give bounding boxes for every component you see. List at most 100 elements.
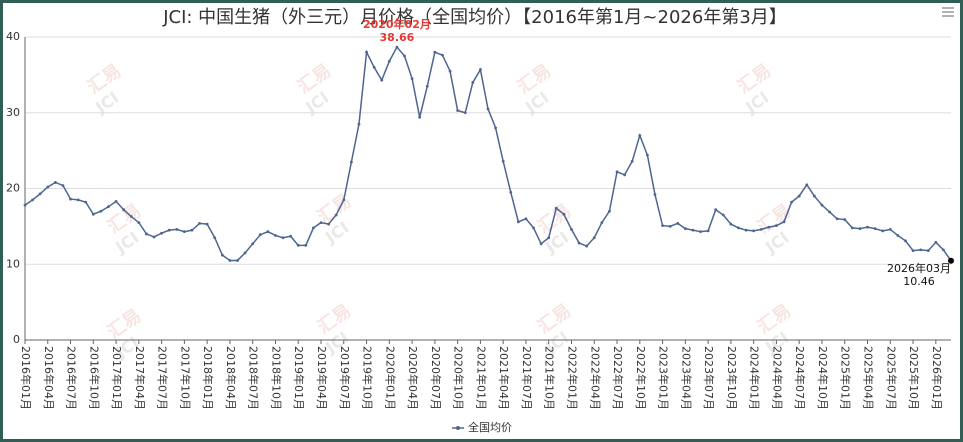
y-tick-label: 20: [6, 182, 20, 195]
point: [539, 242, 543, 246]
point: [744, 228, 748, 232]
point: [425, 84, 429, 88]
x-tick-label: 2022年10月: [634, 346, 648, 410]
x-tick-label: 2023年10月: [725, 346, 739, 410]
x-tick-label: 2016年01月: [19, 346, 33, 410]
point: [76, 198, 80, 202]
x-tick-label: 2019年07月: [338, 346, 352, 410]
point: [486, 107, 490, 111]
point: [843, 218, 847, 221]
point: [509, 190, 513, 194]
point: [873, 227, 877, 231]
point: [395, 45, 399, 49]
x-tick-label: 2021年07月: [520, 346, 534, 410]
point: [835, 217, 839, 221]
point: [418, 115, 422, 119]
point: [790, 200, 794, 204]
annotation-date: 2020年02月: [363, 17, 431, 31]
x-tick-label: 2021年10月: [543, 346, 557, 410]
point: [349, 160, 353, 164]
point: [615, 170, 619, 174]
point: [532, 226, 535, 230]
point: [797, 194, 801, 198]
point: [281, 236, 285, 240]
point: [934, 240, 938, 244]
point: [699, 230, 702, 234]
x-tick-label: 2023年01月: [657, 346, 671, 410]
x-tick-label: 2022年01月: [565, 346, 579, 410]
point: [319, 221, 323, 224]
point: [53, 181, 57, 184]
point: [198, 221, 201, 225]
value-label: 10.46: [903, 275, 935, 288]
x-tick-label: 2022年07月: [611, 346, 625, 410]
point: [820, 203, 824, 207]
menu-icon[interactable]: [942, 7, 954, 17]
point: [456, 109, 460, 112]
point: [585, 244, 589, 248]
x-tick-label: 2017年07月: [156, 346, 170, 410]
point: [911, 249, 915, 253]
x-tick-label: 2016年04月: [42, 346, 56, 410]
point: [926, 249, 930, 253]
point: [737, 226, 740, 230]
x-tick-label: 2018年04月: [224, 346, 238, 410]
point: [623, 173, 627, 177]
point: [866, 225, 869, 229]
point: [228, 259, 232, 262]
x-tick-label: 2018年07月: [247, 346, 261, 410]
point: [129, 215, 133, 218]
point: [334, 213, 338, 217]
point: [562, 212, 566, 216]
x-tick-label: 2025年01月: [839, 346, 853, 410]
point: [577, 241, 581, 245]
point: [69, 197, 72, 201]
point: [881, 229, 885, 233]
point: [23, 203, 27, 207]
y-tick-label: 40: [6, 30, 20, 43]
point: [304, 243, 308, 247]
point: [463, 111, 467, 115]
point: [592, 236, 596, 240]
point: [919, 248, 923, 252]
value-label: 38.66: [380, 31, 415, 44]
x-tick-label: 2019年01月: [292, 346, 306, 410]
point: [600, 221, 604, 224]
x-tick-label: 2025年04月: [862, 346, 876, 410]
point: [236, 259, 239, 262]
point: [372, 65, 376, 69]
point: [714, 208, 718, 212]
point: [380, 78, 384, 82]
point: [38, 192, 42, 196]
y-tick-label: 0: [13, 333, 20, 346]
point: [896, 234, 900, 237]
x-tick-label: 2018年01月: [201, 346, 215, 410]
point: [205, 222, 209, 226]
x-tick-label: 2022年04月: [588, 346, 602, 410]
point: [296, 243, 300, 247]
point: [691, 228, 695, 232]
x-tick-label: 2020年10月: [452, 346, 466, 410]
x-tick-label: 2017年10月: [178, 346, 192, 410]
point: [782, 220, 786, 224]
point: [46, 185, 50, 189]
point: [213, 236, 217, 240]
point: [289, 234, 293, 238]
point: [630, 159, 634, 163]
x-tick-label: 2026年01月: [930, 346, 944, 410]
point: [122, 208, 126, 212]
point: [547, 236, 551, 240]
x-tick-label: 2023年04月: [679, 346, 693, 410]
point: [190, 228, 194, 232]
x-tick-label: 2020年01月: [383, 346, 397, 410]
point: [410, 77, 414, 81]
point: [91, 212, 95, 216]
point: [433, 50, 437, 54]
point: [167, 228, 171, 232]
point: [653, 193, 657, 196]
x-tick-label: 2021年04月: [497, 346, 511, 410]
point: [661, 224, 664, 228]
point: [904, 239, 907, 243]
